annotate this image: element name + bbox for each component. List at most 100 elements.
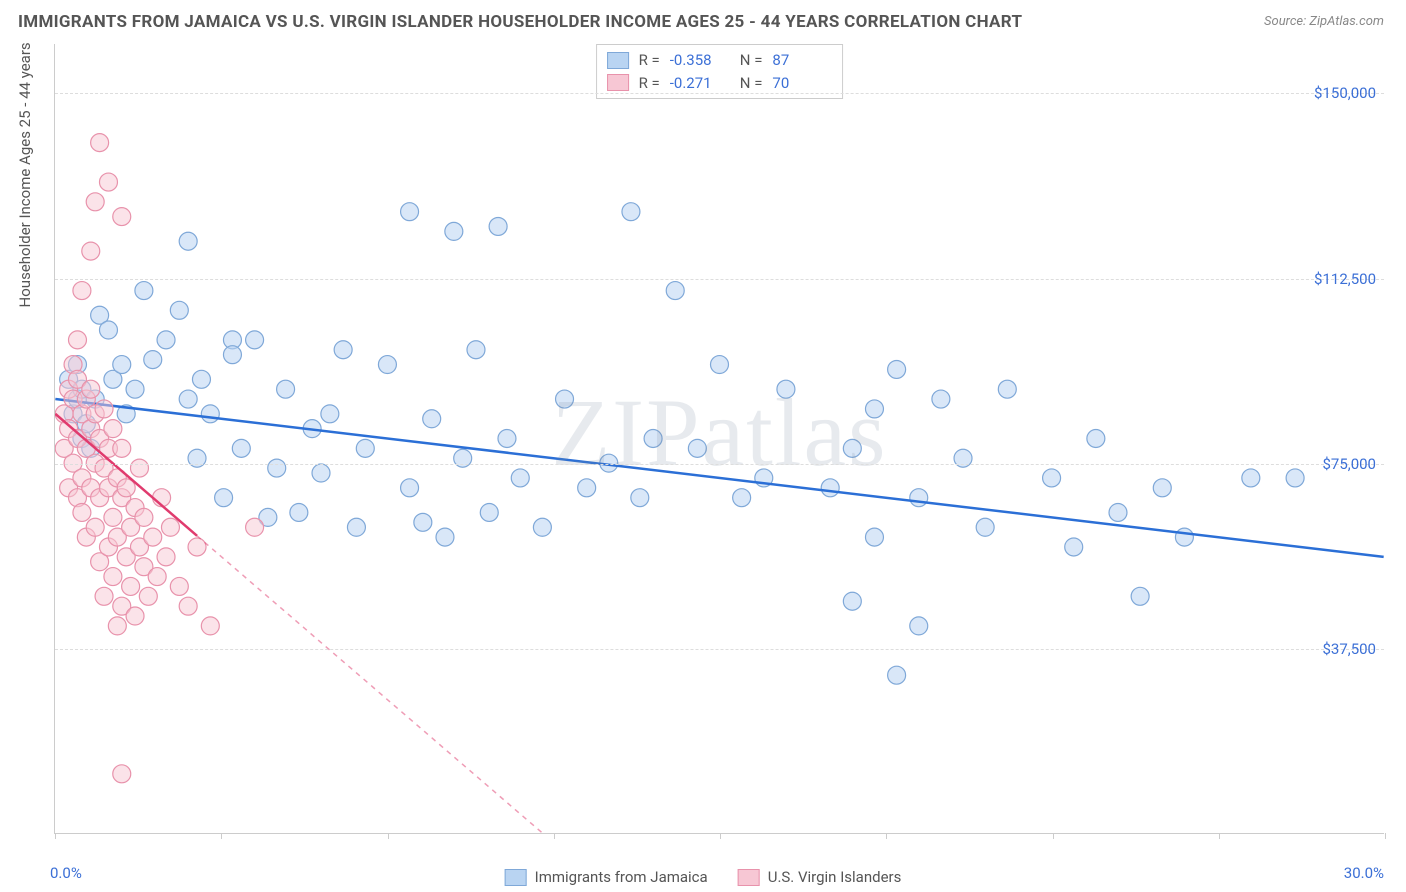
data-point <box>68 331 86 349</box>
data-point <box>644 430 662 448</box>
data-point <box>666 282 684 300</box>
data-point <box>170 301 188 319</box>
data-point <box>556 390 574 408</box>
data-point <box>843 592 861 610</box>
data-point <box>865 528 883 546</box>
data-point <box>179 597 197 615</box>
data-point <box>910 489 928 507</box>
data-point <box>401 203 419 221</box>
legend-n-value: 70 <box>772 72 832 95</box>
data-point <box>423 410 441 428</box>
legend-swatch <box>738 869 760 886</box>
data-point <box>108 617 126 635</box>
data-point <box>201 617 219 635</box>
data-point <box>82 242 100 260</box>
x-tick <box>1053 833 1054 839</box>
data-point <box>1153 479 1171 497</box>
data-point <box>277 380 295 398</box>
legend-r-label: R = <box>639 72 660 95</box>
data-point <box>268 459 286 477</box>
data-point <box>290 503 308 521</box>
data-point <box>1043 469 1061 487</box>
data-point <box>157 331 175 349</box>
x-tick <box>388 833 389 839</box>
data-point <box>347 518 365 536</box>
x-axis-max-label: 30.0% <box>1344 864 1384 882</box>
data-point <box>144 528 162 546</box>
data-point <box>86 518 104 536</box>
data-point <box>932 390 950 408</box>
chart-title: IMMIGRANTS FROM JAMAICA VS U.S. VIRGIN I… <box>18 12 1022 32</box>
data-point <box>192 370 210 388</box>
x-tick <box>886 833 887 839</box>
data-point <box>135 282 153 300</box>
data-point <box>631 489 649 507</box>
data-point <box>533 518 551 536</box>
data-point <box>843 439 861 457</box>
data-point <box>135 508 153 526</box>
data-point <box>86 193 104 211</box>
data-point <box>161 518 179 536</box>
data-point <box>777 380 795 398</box>
data-point <box>1131 587 1149 605</box>
x-tick <box>221 833 222 839</box>
x-tick <box>1219 833 1220 839</box>
legend-series-label: Immigrants from Jamaica <box>535 868 708 886</box>
data-point <box>1109 503 1127 521</box>
trend-line-extrapolated <box>197 536 542 833</box>
data-point <box>157 548 175 566</box>
data-point <box>622 203 640 221</box>
data-point <box>436 528 454 546</box>
data-point <box>246 331 264 349</box>
data-point <box>104 420 122 438</box>
data-point <box>888 360 906 378</box>
data-point <box>711 356 729 374</box>
y-tick-label: $112,500 <box>1314 270 1376 288</box>
data-point <box>1286 469 1304 487</box>
legend-n-value: 87 <box>772 49 832 72</box>
data-point <box>1065 538 1083 556</box>
source-attribution: Source: ZipAtlas.com <box>1264 14 1384 29</box>
data-point <box>122 577 140 595</box>
x-tick <box>55 833 56 839</box>
data-point <box>144 351 162 369</box>
data-point <box>1175 528 1193 546</box>
data-point <box>312 464 330 482</box>
data-point <box>733 489 751 507</box>
gridline <box>55 649 1384 650</box>
data-point <box>1087 430 1105 448</box>
data-point <box>113 356 131 374</box>
data-point <box>113 765 131 783</box>
data-point <box>511 469 529 487</box>
legend-correlation: R = -0.358 N = 87 R = -0.271 N = 70 <box>596 44 844 99</box>
data-point <box>865 400 883 418</box>
data-point <box>334 341 352 359</box>
y-tick-label: $75,000 <box>1322 455 1376 473</box>
data-point <box>201 405 219 423</box>
data-point <box>73 503 91 521</box>
data-point <box>113 208 131 226</box>
data-point <box>998 380 1016 398</box>
data-point <box>113 439 131 457</box>
data-point <box>73 282 91 300</box>
data-point <box>95 400 113 418</box>
data-point <box>445 222 463 240</box>
data-point <box>104 568 122 586</box>
x-axis-min-label: 0.0% <box>50 864 82 882</box>
y-tick-label: $150,000 <box>1314 84 1376 102</box>
plot-svg <box>55 44 1384 833</box>
data-point <box>888 666 906 684</box>
data-point <box>179 232 197 250</box>
gridline <box>55 279 1384 280</box>
y-axis-label: Householder Income Ages 25 - 44 years <box>16 42 34 307</box>
data-point <box>188 538 206 556</box>
y-tick-label: $37,500 <box>1322 640 1376 658</box>
legend-series-item: U.S. Virgin Islanders <box>738 868 902 886</box>
data-point <box>91 134 109 152</box>
data-point <box>321 405 339 423</box>
data-point <box>82 380 100 398</box>
legend-series: Immigrants from Jamaica U.S. Virgin Islan… <box>505 868 902 886</box>
legend-r-label: R = <box>639 49 660 72</box>
data-point <box>401 479 419 497</box>
data-point <box>821 479 839 497</box>
